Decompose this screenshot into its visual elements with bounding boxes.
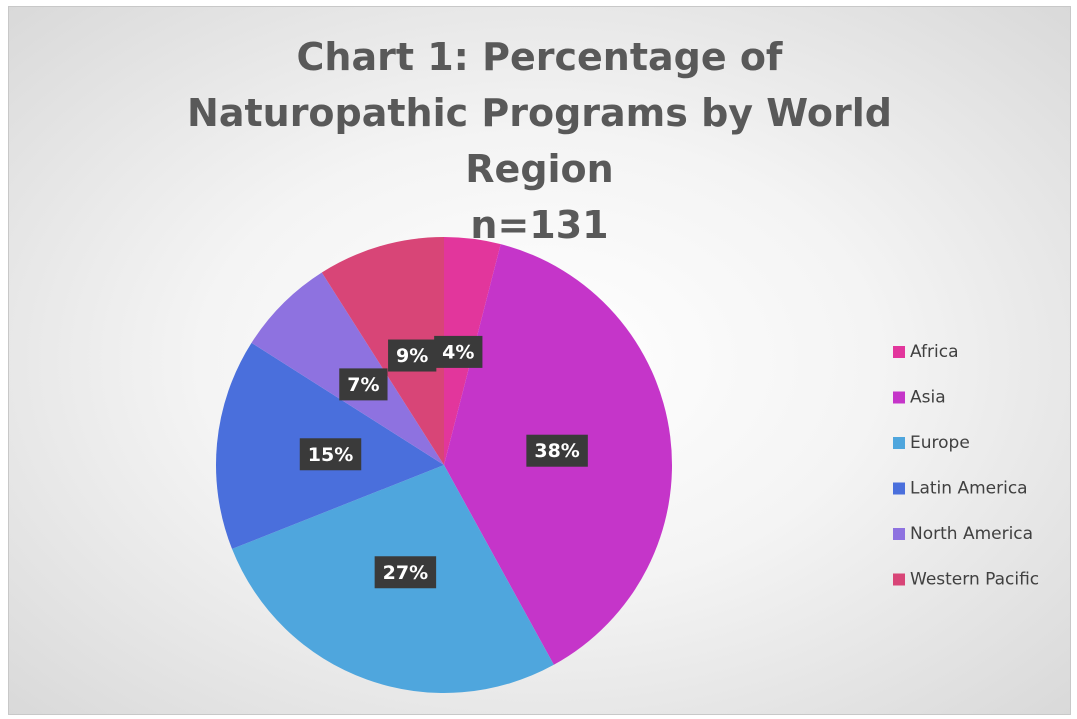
title-block: Chart 1: Percentage of Naturopathic Prog… [9, 29, 1070, 253]
chart-subtitle: n=131 [470, 203, 609, 247]
data-label: 9% [396, 345, 428, 367]
data-label-box [388, 339, 437, 372]
legend-label: Western Pacific [910, 570, 1039, 590]
data-label: 7% [347, 374, 379, 396]
legend-label: Africa [910, 342, 959, 362]
data-label: 38% [534, 440, 579, 462]
chart-title: Chart 1: Percentage of Naturopathic Prog… [187, 35, 892, 191]
data-label-box [434, 335, 483, 368]
legend-swatch [893, 437, 905, 449]
legend-swatch [893, 573, 905, 586]
data-label: 27% [383, 562, 428, 584]
legend-label: Europe [910, 433, 970, 453]
legend-label: Asia [910, 388, 946, 408]
data-label-box [374, 556, 437, 589]
legend-swatch [893, 391, 905, 404]
data-label-box [299, 438, 362, 471]
legend-swatch [893, 528, 905, 540]
legend-swatch [893, 482, 905, 495]
legend-label: Latin America [910, 479, 1028, 499]
data-label-box [526, 434, 588, 467]
data-label: 15% [308, 444, 353, 466]
legend-swatch [893, 346, 905, 358]
pie-slice [321, 237, 444, 465]
data-label: 4% [442, 341, 474, 363]
legend-label: North America [910, 524, 1033, 544]
data-label-box [339, 368, 388, 401]
